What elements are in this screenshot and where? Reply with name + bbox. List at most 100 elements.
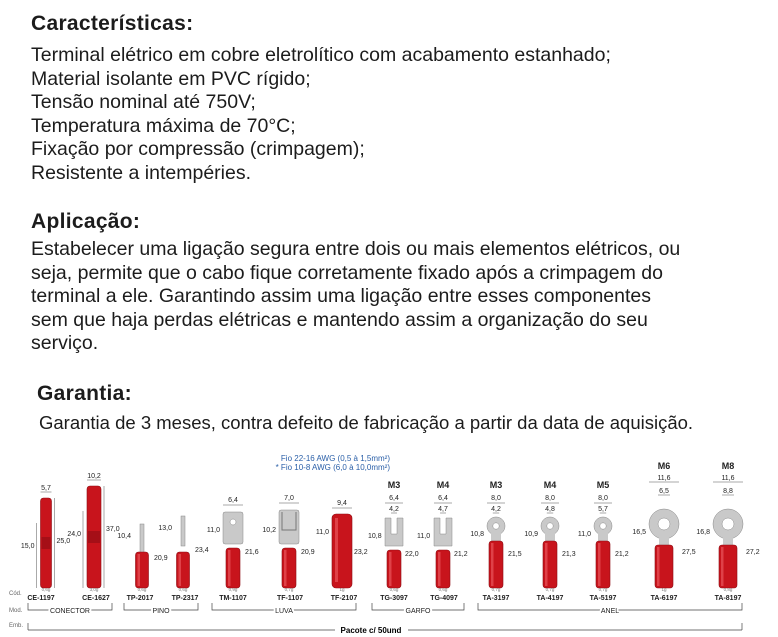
aplicacao-line: seja, permite que o cabo fique corretame… bbox=[31, 261, 663, 284]
aplicacao-line: terminal a ele. Garantindo assim uma lig… bbox=[31, 285, 651, 307]
caracteristica-line: Tensão nominal até 750V; bbox=[31, 91, 256, 113]
sleeve-highlight bbox=[284, 550, 287, 586]
aplicacao-line: sem que haja perdas elétricas e mantendo… bbox=[31, 308, 648, 331]
code-label: TA-6197 bbox=[651, 595, 678, 602]
caracteristica-line: Fixação por compressão (crimpagem); bbox=[31, 138, 365, 160]
sleeve-highlight bbox=[137, 554, 140, 586]
weight-label: 0,8g bbox=[724, 587, 733, 592]
group-luva: LUVA bbox=[211, 603, 357, 617]
connector-middle bbox=[88, 531, 100, 543]
ring-neck bbox=[598, 533, 608, 543]
group-pino: PINO bbox=[123, 603, 199, 617]
dimension-label: 5,7 bbox=[598, 506, 608, 513]
screw-size-label: M3 bbox=[388, 480, 401, 490]
dimension-label: 23,2 bbox=[354, 549, 368, 556]
code-label: CE-1627 bbox=[82, 595, 110, 602]
terminal-tg-4097: M4 6,4 4,7 11,0 21,2 0,6g TG-4097 bbox=[417, 480, 468, 602]
caracteristicas-heading: Características: bbox=[31, 12, 194, 35]
sleeve-highlight bbox=[178, 554, 181, 586]
dimension-label: 11,0 bbox=[316, 529, 329, 536]
dimension-label: 27,5 bbox=[682, 549, 696, 556]
ring-neck bbox=[491, 533, 501, 543]
dimension-label: 10,9 bbox=[524, 531, 538, 538]
pin-metal bbox=[139, 523, 145, 555]
terminal-ta-3197: M3 8,0 4,2 10,8 21,5 0,7g TA-3197 bbox=[470, 480, 521, 602]
dimension-label: 11,6 bbox=[721, 475, 734, 482]
sleeve-highlight bbox=[721, 547, 724, 586]
code-label: TP-2017 bbox=[127, 595, 154, 602]
terminal-ta-8197: M8 11,6 8,8 16,8 27,2 0,8g TA-8197 bbox=[696, 461, 759, 602]
weight-label: 1g bbox=[661, 587, 667, 592]
ring-hole bbox=[599, 522, 607, 530]
code-label: TG-3097 bbox=[380, 595, 408, 602]
dimension-label: 5,7 bbox=[41, 485, 51, 492]
aplicacao-heading: Aplicação: bbox=[31, 210, 141, 233]
sleeve-highlight bbox=[598, 543, 601, 586]
aplicacao-line: Estabelecer uma ligação segura entre doi… bbox=[31, 238, 681, 260]
sleeve-highlight bbox=[438, 552, 441, 586]
weight-label: 0,6g bbox=[390, 587, 399, 592]
blade-hole bbox=[229, 518, 237, 526]
dimension-label: 9,4 bbox=[337, 500, 347, 507]
terminal-tm-1107: 6,4 11,0 21,6 0,9g TM-1107 bbox=[207, 497, 259, 602]
weight-label: 1g bbox=[339, 587, 345, 592]
sleeve-highlight bbox=[491, 543, 494, 586]
code-label: TA-5197 bbox=[590, 595, 617, 602]
terminal-tf-1107: 7,0 10,2 20,9 0,7g TF-1107 bbox=[262, 495, 314, 602]
ring-hole bbox=[492, 522, 500, 530]
aplicacao-line: serviço. bbox=[31, 332, 99, 354]
screw-size-label: M4 bbox=[544, 480, 557, 490]
group-label: GARFO bbox=[406, 608, 431, 615]
dimension-label: 8,0 bbox=[491, 495, 501, 502]
pin-metal bbox=[180, 515, 186, 547]
sleeve-highlight bbox=[657, 547, 660, 586]
garantia-text: Garantia de 3 meses, contra defeito de f… bbox=[39, 412, 694, 433]
caracteristica-line: Material isolante em PVC rígido; bbox=[31, 67, 311, 90]
group-bracket bbox=[371, 603, 465, 611]
dimension-label: 11,0 bbox=[207, 527, 220, 534]
group-conector: CONECTOR bbox=[27, 603, 113, 617]
screw-size-label: M8 bbox=[722, 461, 735, 471]
caracteristicas-list: Terminal elétrico em cobre eletrolítico … bbox=[31, 44, 611, 185]
garantia-heading: Garantia: bbox=[37, 382, 132, 405]
insulation-sleeve bbox=[176, 551, 190, 589]
aplicacao-paragraph: Estabelecer uma ligação segura entre doi… bbox=[31, 238, 680, 356]
group-anel: ANEL bbox=[477, 603, 743, 617]
dimension-label: 6,4 bbox=[228, 497, 238, 504]
code-label: TA-3197 bbox=[483, 595, 510, 602]
sleeve-highlight bbox=[228, 550, 231, 586]
dimension-label: 11,0 bbox=[417, 533, 430, 540]
weight-label: 0,7g bbox=[492, 587, 501, 592]
dimension-label: 21,5 bbox=[508, 551, 522, 558]
caracteristica-line: Temperatura máxima de 70°C; bbox=[31, 114, 296, 137]
dimension-label: 8,8 bbox=[723, 488, 733, 495]
code-label: TF-1107 bbox=[277, 595, 303, 602]
weight-label: 0,9g bbox=[229, 587, 238, 592]
dimension-label: 27,2 bbox=[746, 549, 760, 556]
screw-size-label: M5 bbox=[597, 480, 610, 490]
terminal-ta-6197: M6 11,6 6,5 16,5 27,5 1g TA-6197 bbox=[632, 461, 695, 602]
group-label: PINO bbox=[152, 608, 170, 615]
cod-row-label: Cód. bbox=[9, 591, 22, 597]
weight-label: 0,7g bbox=[546, 587, 555, 592]
dimension-label: 7,0 bbox=[284, 495, 294, 502]
dimension-label: 6,4 bbox=[438, 495, 448, 502]
dimension-label: 11,6 bbox=[657, 475, 670, 482]
dimension-label: 16,5 bbox=[632, 529, 646, 536]
code-label: TA-4197 bbox=[537, 595, 564, 602]
dimension-label: 4,2 bbox=[389, 506, 399, 513]
ring-hole bbox=[721, 517, 735, 531]
terminal-catalog-figure: Fio 22-16 AWG (0,5 à 1,5mm²) * Fio 10-8 … bbox=[9, 454, 760, 635]
screw-size-label: M6 bbox=[658, 461, 671, 471]
group-bracket bbox=[211, 603, 357, 611]
dimension-label: 37,0 bbox=[106, 526, 120, 533]
caracteristica-line: Resistente a intempéries. bbox=[31, 161, 252, 184]
dimension-label: 10,4 bbox=[117, 533, 131, 540]
dimension-label: 23,4 bbox=[195, 547, 209, 554]
dimension-label: 24,0 bbox=[67, 531, 81, 538]
weight-label: 3,0g bbox=[90, 587, 99, 592]
code-label: TA-8197 bbox=[715, 595, 742, 602]
ring-hole bbox=[546, 522, 554, 530]
fork-metal bbox=[384, 517, 404, 547]
fork-metal bbox=[433, 517, 453, 547]
